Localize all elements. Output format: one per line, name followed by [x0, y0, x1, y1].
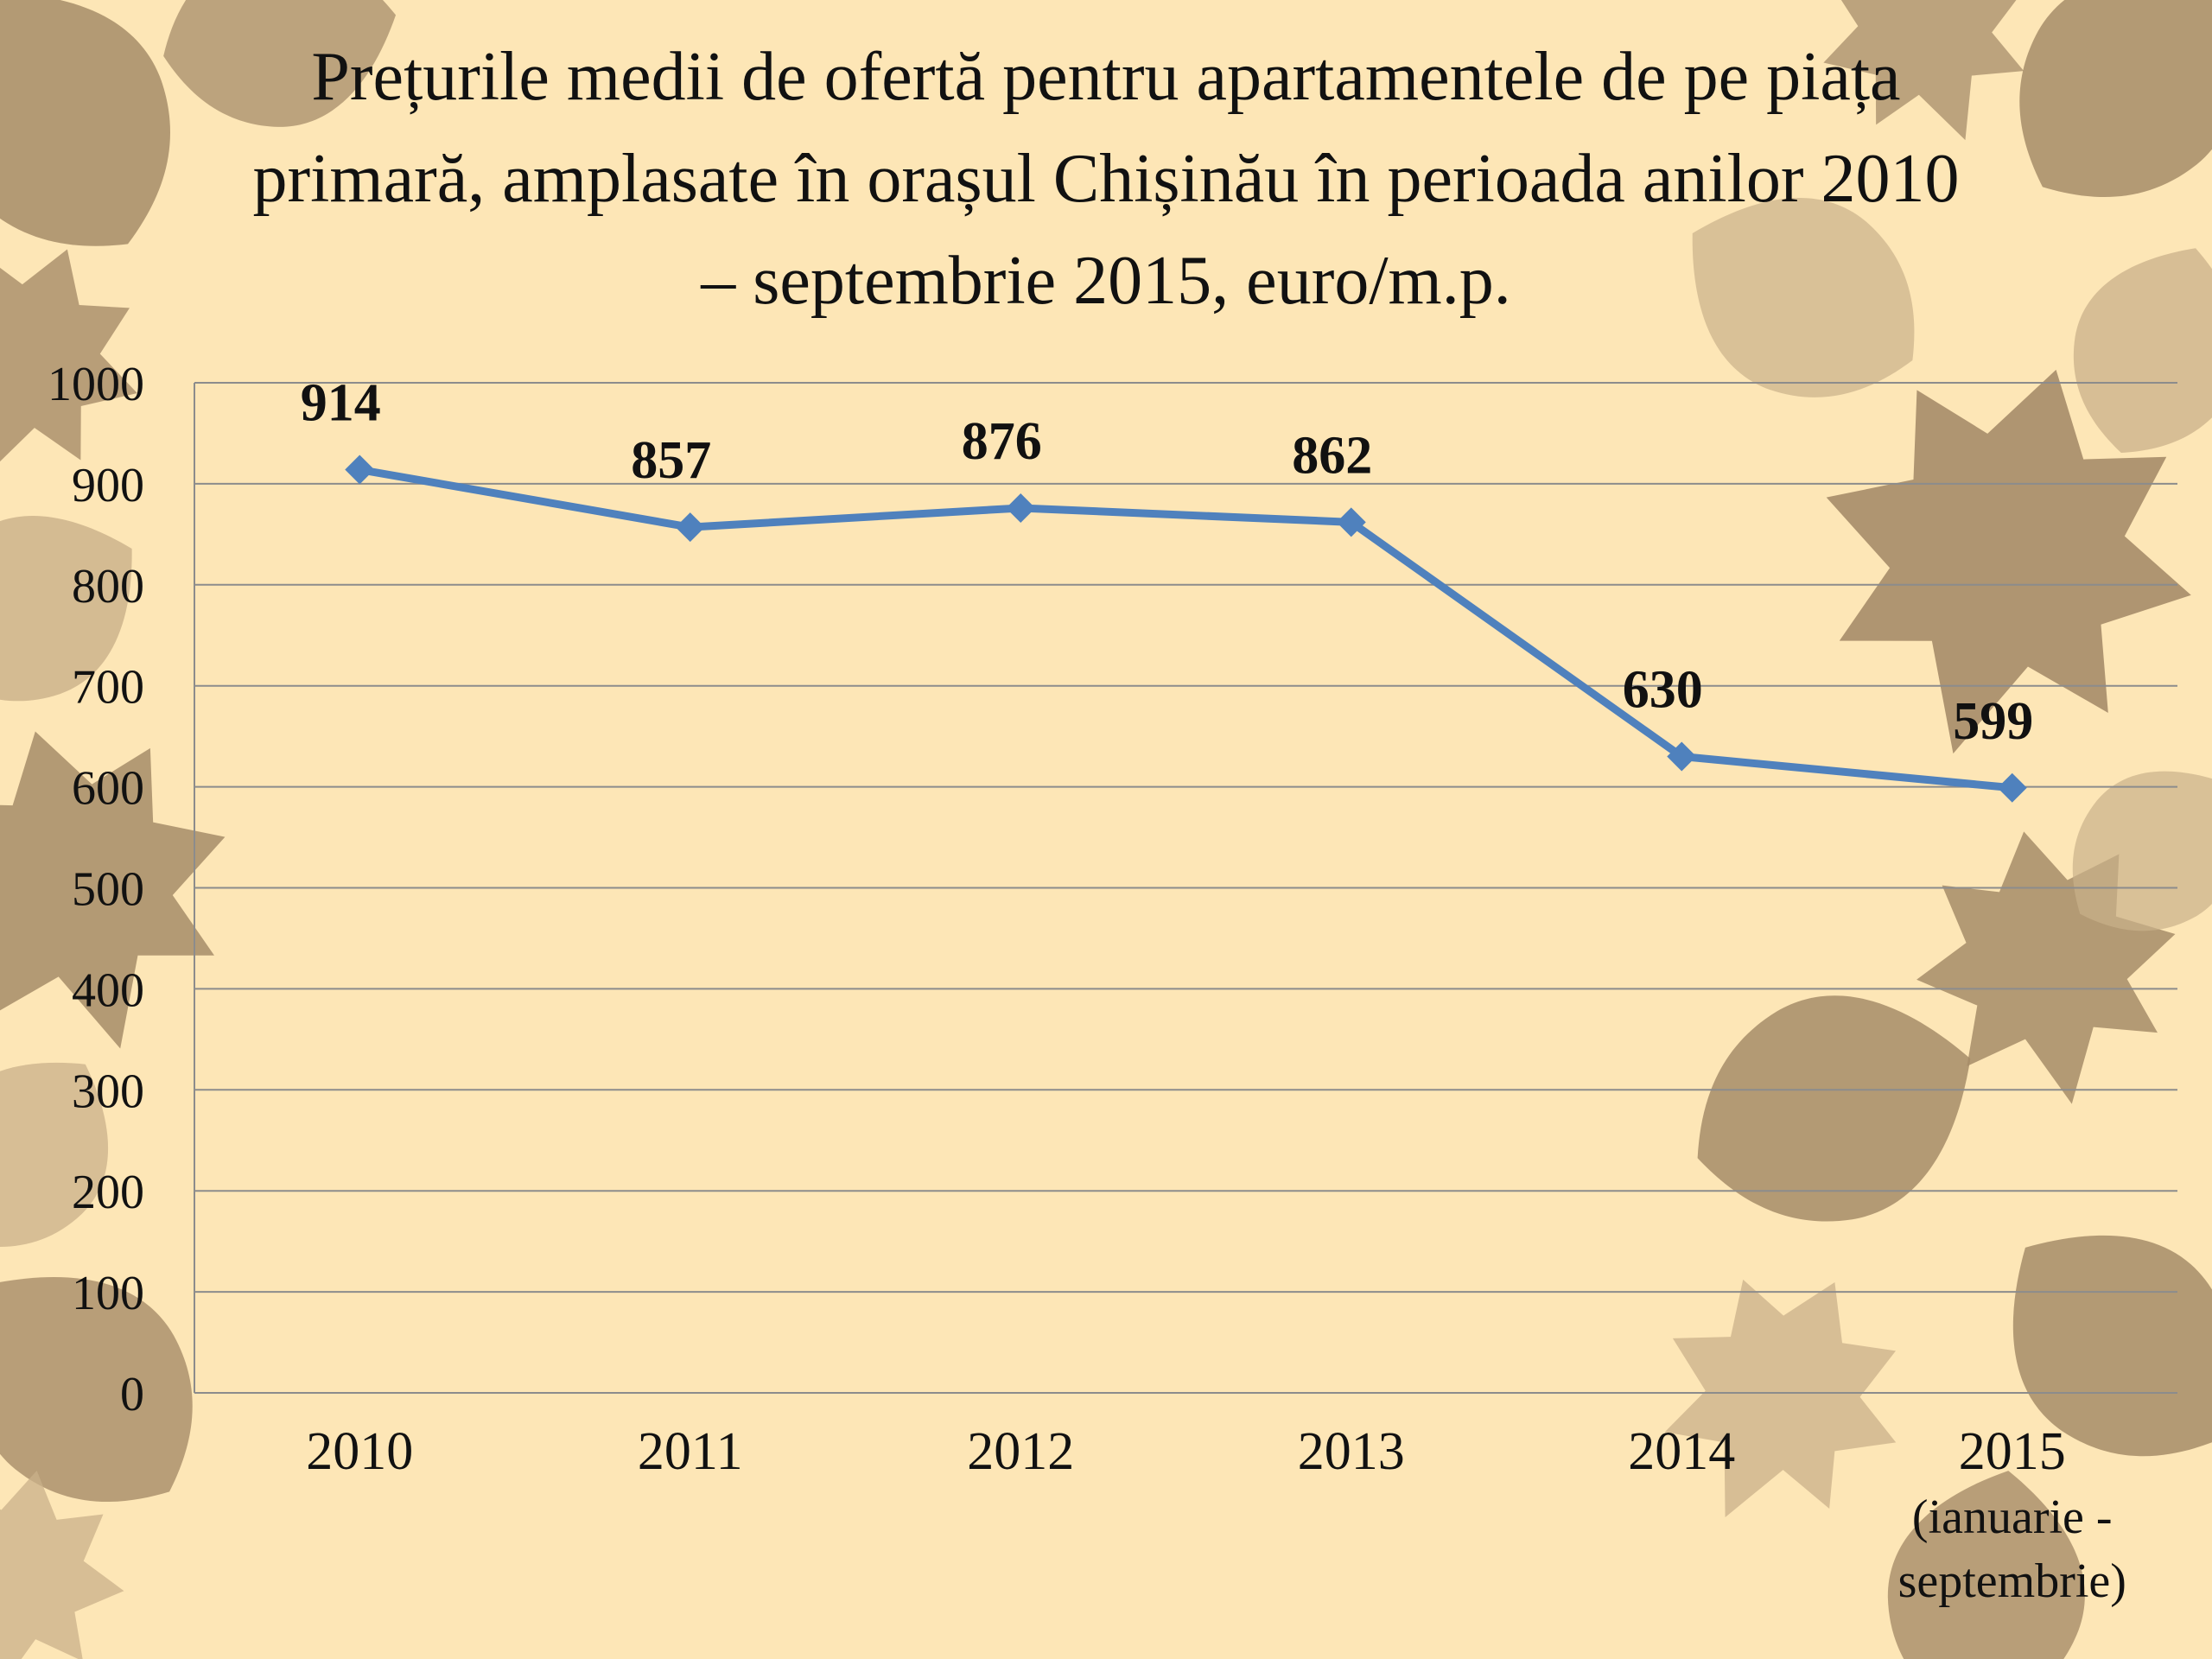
x-tick-label: 2014 [1628, 1422, 1735, 1481]
chart-title: Prețurile medii de ofertă pentru apartam… [35, 26, 2177, 332]
y-tick-label: 500 [72, 863, 144, 917]
chart-title-line-3: – septembrie 2015, euro/m.p. [701, 243, 1511, 319]
x-tick-label: 2012 [967, 1422, 1074, 1481]
y-tick-label: 100 [72, 1267, 144, 1320]
data-point-marker [1667, 741, 1697, 772]
y-tick-label: 900 [72, 459, 144, 512]
y-tick-label: 200 [72, 1166, 144, 1219]
y-tick-label: 0 [120, 1368, 144, 1421]
x-tick-label-line: 2014 [1628, 1422, 1735, 1481]
x-tick-label: 2010 [306, 1422, 413, 1481]
data-point-marker [675, 512, 705, 543]
x-tick-label: 2013 [1298, 1422, 1405, 1481]
data-label: 599 [1953, 692, 2033, 751]
y-tick-label: 800 [72, 560, 144, 613]
x-tick-label-line: (ianuarie - [1912, 1491, 2113, 1544]
data-label: 914 [301, 374, 381, 433]
x-tick-label-line: 2015 [1959, 1422, 2066, 1481]
x-tick-label-line: 2010 [306, 1422, 413, 1481]
y-tick-label: 1000 [48, 358, 144, 411]
data-label: 857 [631, 431, 711, 490]
series-line [355, 466, 2017, 792]
data-point-marker [1336, 507, 1366, 537]
chart-title-line-2: primară, amplasate în orașul Chișinău în… [252, 141, 1960, 217]
y-tick-label: 400 [72, 963, 144, 1017]
chart-title-line-1: Prețurile medii de ofertă pentru apartam… [311, 39, 1901, 115]
data-point-marker [1006, 493, 1036, 523]
data-point-marker [345, 454, 375, 485]
x-tick-label-line: 2012 [967, 1422, 1074, 1481]
x-tick-label-line: 2011 [638, 1422, 743, 1481]
x-tick-label-line: septembrie) [1898, 1554, 2126, 1608]
x-tick-label: 2015 (ianuarie - septembrie) [1898, 1422, 2126, 1608]
x-tick-label-line: 2013 [1298, 1422, 1405, 1481]
x-tick-label: 2011 [638, 1422, 743, 1481]
y-tick-label: 600 [72, 762, 144, 816]
data-point-marker [1997, 772, 2027, 803]
y-tick-label: 300 [72, 1065, 144, 1118]
data-label: 876 [962, 412, 1042, 471]
data-label: 862 [1292, 426, 1372, 485]
data-label: 630 [1623, 661, 1703, 720]
y-tick-label: 700 [72, 661, 144, 715]
